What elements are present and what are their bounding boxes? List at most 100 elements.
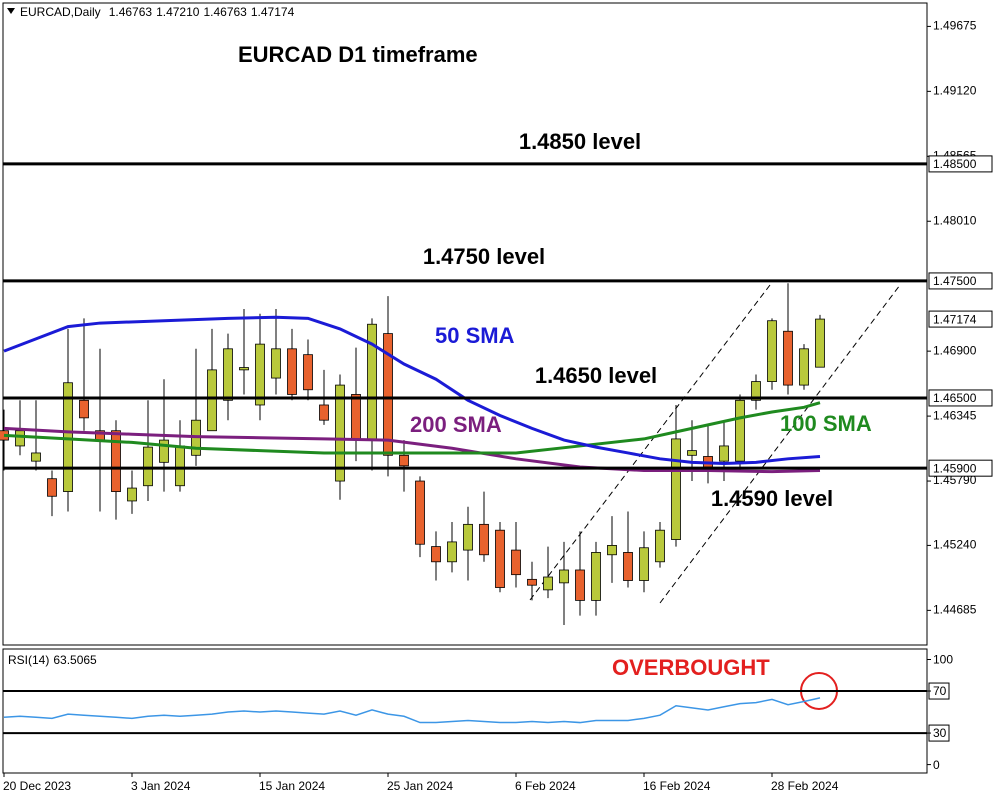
candle-body — [207, 369, 217, 432]
symbol: EURCAD,Daily — [20, 5, 101, 19]
header: EURCAD,Daily 1.46763 1.47210 1.46763 1.47174 — [20, 5, 295, 19]
candle-body — [223, 348, 233, 401]
y-tick-label: 1.49675 — [933, 19, 977, 33]
candle-body — [143, 446, 153, 487]
x-tick-label: 25 Jan 2024 — [387, 779, 453, 793]
y-tick-label: 1.44685 — [933, 603, 977, 617]
candle-body — [799, 348, 809, 386]
candle-body — [335, 384, 345, 482]
rsi-tick-label: 70 — [933, 684, 947, 698]
level-box — [928, 155, 993, 173]
candle-body — [431, 546, 441, 563]
level-price: 1.48500 — [933, 157, 977, 171]
candle-body — [319, 404, 329, 421]
level-label: 1.4650 level — [535, 363, 657, 388]
candle-body — [287, 348, 297, 395]
x-tick-label: 15 Jan 2024 — [259, 779, 325, 793]
channel-line — [659, 284, 901, 604]
rsi-value: 63.5065 — [53, 653, 97, 667]
level-box — [928, 459, 993, 477]
y-tick-label: 1.45790 — [933, 473, 977, 487]
candle-body — [447, 541, 457, 563]
ohlc: 1.46763 — [109, 5, 153, 19]
y-tick-label: 1.48010 — [933, 213, 977, 227]
candle-body — [623, 552, 633, 581]
candle-body — [127, 487, 137, 502]
rsi-tick-label: 30 — [933, 726, 947, 740]
candle-body — [271, 348, 281, 379]
x-tick-label: 28 Feb 2024 — [771, 779, 839, 793]
level-price: 1.46500 — [933, 391, 977, 405]
candle-body — [31, 452, 41, 462]
candle-body — [47, 478, 57, 497]
y-tick-label: 1.45240 — [933, 538, 977, 552]
candle-body — [79, 399, 89, 419]
level-box — [928, 389, 993, 407]
level-price: 1.45900 — [933, 461, 977, 475]
last-price: 1.47174 — [933, 312, 977, 326]
candle-body — [495, 529, 505, 588]
sma-label: 50 SMA — [435, 323, 515, 348]
rsi-annotation: OVERBOUGHT — [612, 655, 770, 680]
candle-body — [511, 549, 521, 576]
sma-line — [3, 426, 821, 474]
ohlc: 1.47210 — [156, 5, 200, 19]
sma-label: 200 SMA — [410, 412, 502, 437]
candle-body — [383, 333, 393, 456]
candle-body — [351, 394, 361, 441]
y-tick-label: 1.49120 — [933, 84, 977, 98]
rsi-name: RSI(14) — [8, 653, 49, 667]
x-tick-label: 6 Feb 2024 — [515, 779, 576, 793]
candle-body — [671, 438, 681, 540]
candle-body — [719, 445, 729, 462]
candle-body — [575, 569, 585, 601]
main-panel — [2, 2, 928, 646]
candle-body — [63, 382, 73, 492]
rsi-line — [3, 697, 821, 724]
y-tick-label: 1.46900 — [933, 343, 977, 357]
candle-body — [543, 576, 553, 591]
sma-line — [3, 401, 821, 455]
candle-body — [687, 450, 697, 456]
x-tick-label: 3 Jan 2024 — [131, 779, 191, 793]
level-label: 1.4850 level — [519, 129, 641, 154]
candle-body — [15, 430, 25, 447]
last-price-box — [928, 310, 993, 328]
ohlc: 1.46763 — [203, 5, 247, 19]
candle-body — [527, 578, 537, 586]
candle-body — [415, 480, 425, 545]
level-label: 1.4590 level — [711, 486, 833, 511]
candle-body — [255, 343, 265, 406]
candle-body — [479, 523, 489, 556]
rsi-tick-label: 0 — [933, 758, 940, 772]
candle-body — [303, 354, 313, 391]
candle-body — [399, 454, 409, 467]
sma-label: 100 SMA — [780, 411, 872, 436]
candle-body — [111, 430, 121, 492]
y-tick-label: 1.46345 — [933, 408, 977, 422]
sma-line — [3, 315, 821, 465]
menu-arrow[interactable] — [7, 8, 15, 14]
candle-body — [463, 523, 473, 551]
rsi-label: RSI(14) 63.5065 — [8, 653, 97, 667]
candle-body — [783, 330, 793, 386]
x-tick-label: 20 Dec 2023 — [3, 779, 71, 793]
candle-body — [607, 545, 617, 556]
candle-body — [815, 318, 825, 368]
candle-body — [175, 445, 185, 487]
chart-title: EURCAD D1 timeframe — [238, 42, 478, 67]
candle-body — [159, 439, 169, 463]
candle-body — [591, 552, 601, 601]
rsi-panel — [2, 648, 928, 774]
x-tick-label: 16 Feb 2024 — [643, 779, 711, 793]
candle-body — [735, 399, 745, 462]
level-label: 1.4750 level — [423, 244, 545, 269]
candle-body — [767, 320, 777, 382]
level-price: 1.47500 — [933, 274, 977, 288]
level-box — [928, 272, 993, 290]
candle-body — [655, 529, 665, 563]
candle-body — [559, 569, 569, 584]
rsi-tick-label: 100 — [933, 653, 953, 667]
